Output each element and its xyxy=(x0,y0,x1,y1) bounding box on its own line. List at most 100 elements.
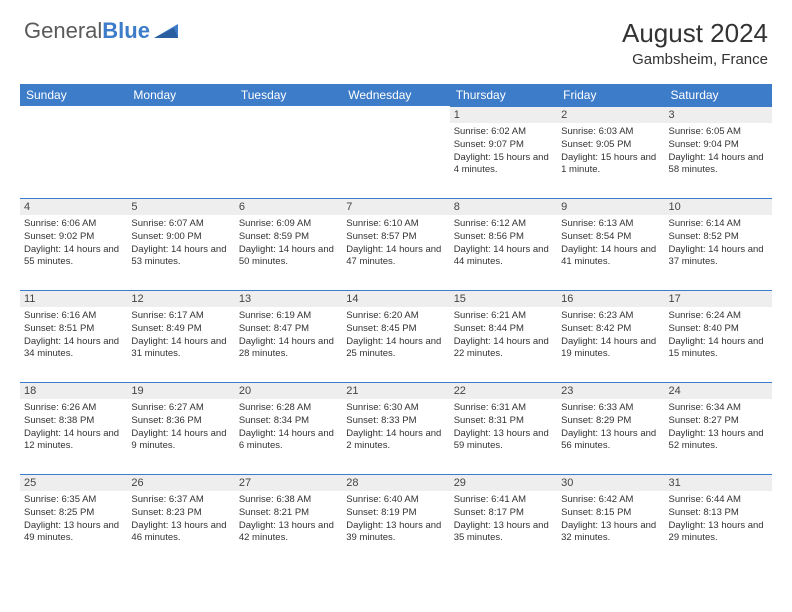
day-details: Sunrise: 6:40 AMSunset: 8:19 PMDaylight:… xyxy=(342,491,449,549)
day-cell xyxy=(235,106,342,198)
day-cell: 31Sunrise: 6:44 AMSunset: 8:13 PMDayligh… xyxy=(665,474,772,566)
day-cell: 6Sunrise: 6:09 AMSunset: 8:59 PMDaylight… xyxy=(235,198,342,290)
sunrise-line: Sunrise: 6:44 AM xyxy=(669,494,768,507)
sunrise-line: Sunrise: 6:13 AM xyxy=(561,218,660,231)
day-details: Sunrise: 6:20 AMSunset: 8:45 PMDaylight:… xyxy=(342,307,449,365)
sunrise-line: Sunrise: 6:24 AM xyxy=(669,310,768,323)
week-row: 4Sunrise: 6:06 AMSunset: 9:02 PMDaylight… xyxy=(20,198,772,290)
daylight-line: Daylight: 13 hours and 49 minutes. xyxy=(24,520,123,546)
day-number: 17 xyxy=(665,290,772,307)
sunset-line: Sunset: 8:45 PM xyxy=(346,323,445,336)
day-cell: 28Sunrise: 6:40 AMSunset: 8:19 PMDayligh… xyxy=(342,474,449,566)
day-number: 8 xyxy=(450,198,557,215)
day-number: 5 xyxy=(127,198,234,215)
day-details: Sunrise: 6:42 AMSunset: 8:15 PMDaylight:… xyxy=(557,491,664,549)
sunrise-line: Sunrise: 6:19 AM xyxy=(239,310,338,323)
logo-text-blue: Blue xyxy=(102,18,150,43)
daylight-line: Daylight: 14 hours and 44 minutes. xyxy=(454,244,553,270)
day-details: Sunrise: 6:37 AMSunset: 8:23 PMDaylight:… xyxy=(127,491,234,549)
day-details: Sunrise: 6:12 AMSunset: 8:56 PMDaylight:… xyxy=(450,215,557,273)
day-details: Sunrise: 6:09 AMSunset: 8:59 PMDaylight:… xyxy=(235,215,342,273)
day-details: Sunrise: 6:17 AMSunset: 8:49 PMDaylight:… xyxy=(127,307,234,365)
day-cell: 1Sunrise: 6:02 AMSunset: 9:07 PMDaylight… xyxy=(450,106,557,198)
daylight-line: Daylight: 14 hours and 47 minutes. xyxy=(346,244,445,270)
sunset-line: Sunset: 8:49 PM xyxy=(131,323,230,336)
day-cell: 11Sunrise: 6:16 AMSunset: 8:51 PMDayligh… xyxy=(20,290,127,382)
sunset-line: Sunset: 8:23 PM xyxy=(131,507,230,520)
day-number: 24 xyxy=(665,382,772,399)
day-cell: 8Sunrise: 6:12 AMSunset: 8:56 PMDaylight… xyxy=(450,198,557,290)
day-cell: 12Sunrise: 6:17 AMSunset: 8:49 PMDayligh… xyxy=(127,290,234,382)
day-number: 31 xyxy=(665,474,772,491)
day-details: Sunrise: 6:02 AMSunset: 9:07 PMDaylight:… xyxy=(450,123,557,181)
sunset-line: Sunset: 8:42 PM xyxy=(561,323,660,336)
daylight-line: Daylight: 14 hours and 41 minutes. xyxy=(561,244,660,270)
sunrise-line: Sunrise: 6:23 AM xyxy=(561,310,660,323)
daylight-line: Daylight: 13 hours and 52 minutes. xyxy=(669,428,768,454)
daylight-line: Daylight: 15 hours and 4 minutes. xyxy=(454,152,553,178)
sunrise-line: Sunrise: 6:06 AM xyxy=(24,218,123,231)
dow-monday: Monday xyxy=(127,84,234,106)
sunset-line: Sunset: 9:02 PM xyxy=(24,231,123,244)
calendar: Sunday Monday Tuesday Wednesday Thursday… xyxy=(20,84,772,566)
sunset-line: Sunset: 8:19 PM xyxy=(346,507,445,520)
week-row: 18Sunrise: 6:26 AMSunset: 8:38 PMDayligh… xyxy=(20,382,772,474)
day-number: 7 xyxy=(342,198,449,215)
day-details: Sunrise: 6:21 AMSunset: 8:44 PMDaylight:… xyxy=(450,307,557,365)
sunset-line: Sunset: 8:13 PM xyxy=(669,507,768,520)
day-number: 25 xyxy=(20,474,127,491)
dow-tuesday: Tuesday xyxy=(235,84,342,106)
sunset-line: Sunset: 8:52 PM xyxy=(669,231,768,244)
sunrise-line: Sunrise: 6:42 AM xyxy=(561,494,660,507)
day-cell: 20Sunrise: 6:28 AMSunset: 8:34 PMDayligh… xyxy=(235,382,342,474)
day-cell: 16Sunrise: 6:23 AMSunset: 8:42 PMDayligh… xyxy=(557,290,664,382)
day-cell xyxy=(127,106,234,198)
sunrise-line: Sunrise: 6:20 AM xyxy=(346,310,445,323)
day-number: 30 xyxy=(557,474,664,491)
daylight-line: Daylight: 14 hours and 28 minutes. xyxy=(239,336,338,362)
day-details: Sunrise: 6:41 AMSunset: 8:17 PMDaylight:… xyxy=(450,491,557,549)
week-row: 11Sunrise: 6:16 AMSunset: 8:51 PMDayligh… xyxy=(20,290,772,382)
sunset-line: Sunset: 8:31 PM xyxy=(454,415,553,428)
sunrise-line: Sunrise: 6:33 AM xyxy=(561,402,660,415)
daylight-line: Daylight: 14 hours and 12 minutes. xyxy=(24,428,123,454)
sunset-line: Sunset: 8:17 PM xyxy=(454,507,553,520)
sunrise-line: Sunrise: 6:14 AM xyxy=(669,218,768,231)
daylight-line: Daylight: 14 hours and 2 minutes. xyxy=(346,428,445,454)
daylight-line: Daylight: 14 hours and 37 minutes. xyxy=(669,244,768,270)
sunrise-line: Sunrise: 6:35 AM xyxy=(24,494,123,507)
sunset-line: Sunset: 8:21 PM xyxy=(239,507,338,520)
day-number: 26 xyxy=(127,474,234,491)
day-details: Sunrise: 6:16 AMSunset: 8:51 PMDaylight:… xyxy=(20,307,127,365)
day-number: 29 xyxy=(450,474,557,491)
day-details: Sunrise: 6:19 AMSunset: 8:47 PMDaylight:… xyxy=(235,307,342,365)
daylight-line: Daylight: 14 hours and 31 minutes. xyxy=(131,336,230,362)
day-number: 18 xyxy=(20,382,127,399)
sunrise-line: Sunrise: 6:09 AM xyxy=(239,218,338,231)
day-number: 27 xyxy=(235,474,342,491)
sunrise-line: Sunrise: 6:27 AM xyxy=(131,402,230,415)
day-cell: 7Sunrise: 6:10 AMSunset: 8:57 PMDaylight… xyxy=(342,198,449,290)
day-cell xyxy=(342,106,449,198)
day-number: 28 xyxy=(342,474,449,491)
day-number: 20 xyxy=(235,382,342,399)
daylight-line: Daylight: 14 hours and 15 minutes. xyxy=(669,336,768,362)
calendar-body: 1Sunrise: 6:02 AMSunset: 9:07 PMDaylight… xyxy=(20,106,772,566)
day-details: Sunrise: 6:34 AMSunset: 8:27 PMDaylight:… xyxy=(665,399,772,457)
dow-saturday: Saturday xyxy=(665,84,772,106)
sunset-line: Sunset: 8:57 PM xyxy=(346,231,445,244)
day-cell: 26Sunrise: 6:37 AMSunset: 8:23 PMDayligh… xyxy=(127,474,234,566)
day-details: Sunrise: 6:03 AMSunset: 9:05 PMDaylight:… xyxy=(557,123,664,181)
sunset-line: Sunset: 9:05 PM xyxy=(561,139,660,152)
daylight-line: Daylight: 15 hours and 1 minute. xyxy=(561,152,660,178)
sunset-line: Sunset: 8:25 PM xyxy=(24,507,123,520)
day-cell: 14Sunrise: 6:20 AMSunset: 8:45 PMDayligh… xyxy=(342,290,449,382)
sunset-line: Sunset: 8:59 PM xyxy=(239,231,338,244)
day-number: 10 xyxy=(665,198,772,215)
sunset-line: Sunset: 9:00 PM xyxy=(131,231,230,244)
day-of-week-row: Sunday Monday Tuesday Wednesday Thursday… xyxy=(20,84,772,106)
sunrise-line: Sunrise: 6:17 AM xyxy=(131,310,230,323)
day-cell: 15Sunrise: 6:21 AMSunset: 8:44 PMDayligh… xyxy=(450,290,557,382)
day-details: Sunrise: 6:31 AMSunset: 8:31 PMDaylight:… xyxy=(450,399,557,457)
daylight-line: Daylight: 14 hours and 9 minutes. xyxy=(131,428,230,454)
